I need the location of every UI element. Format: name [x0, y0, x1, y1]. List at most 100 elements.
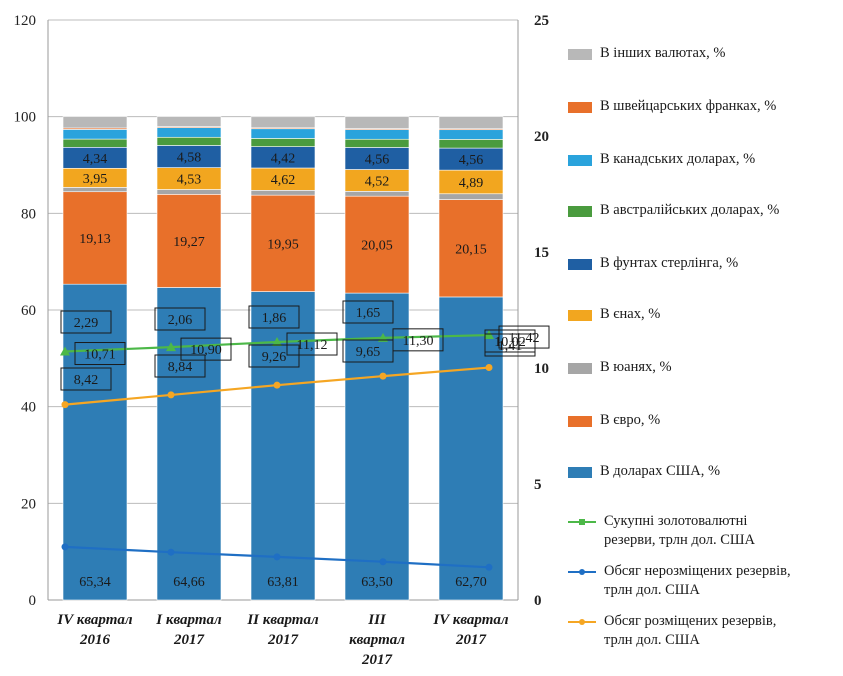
category-label: 2017 [173, 632, 205, 648]
line-point [167, 391, 175, 399]
left-tick-label: 60 [21, 303, 36, 319]
bar-segment [438, 193, 504, 200]
bar-segment [156, 116, 222, 127]
line-point [61, 543, 69, 551]
line-data-label: 11,12 [297, 338, 328, 353]
bar-segment [250, 128, 316, 139]
line-data-label-box [248, 305, 300, 329]
legend-label: В інших валютах, % [600, 45, 726, 61]
legend-item: Сукупні золотовалютні резерви, трлн дол.… [568, 512, 755, 550]
bar-data-label: 4,58 [177, 151, 202, 166]
left-tick-label: 100 [14, 110, 37, 126]
bar-data-label: 19,27 [173, 235, 205, 250]
legend-item: В юанях, % [568, 358, 672, 377]
line-data-label: 10,90 [190, 343, 222, 358]
legend-label: Обсяг розміщених резервів, трлн дол. США [604, 613, 777, 648]
legend-item: В доларах США, % [568, 462, 720, 481]
bar-segment [438, 129, 504, 140]
right-tick-label: 25 [534, 13, 549, 29]
bar-data-label: 4,52 [365, 174, 390, 189]
line-point [484, 330, 494, 340]
legend-label: Сукупні золотовалютні резерви, трлн дол.… [604, 513, 756, 548]
bar-segment [156, 136, 222, 146]
bar-segment [438, 116, 504, 130]
legend-swatch [568, 49, 592, 60]
legend-line-marker [568, 562, 596, 582]
line-data-label-box [60, 367, 112, 391]
bar-segment [344, 116, 410, 129]
line-data-label-box [154, 307, 206, 331]
line-data-label: 10,02 [494, 335, 526, 350]
bar-data-label: 4,56 [365, 152, 390, 167]
line-data-label-box [342, 339, 394, 363]
bar-segment [156, 127, 222, 138]
legend-item: В євро, % [568, 411, 660, 430]
bar-data-label: 19,13 [79, 232, 111, 247]
line-point [485, 563, 493, 571]
left-tick-label: 0 [29, 593, 37, 609]
bar-data-label: 65,34 [79, 575, 111, 590]
left-tick-label: 40 [21, 400, 36, 416]
legend-swatch [568, 416, 592, 427]
legend-line-marker [568, 512, 596, 532]
line-data-label-box [60, 310, 112, 334]
legend-line-marker [568, 612, 596, 632]
line-data-label: 9,26 [262, 350, 287, 365]
legend-swatch [568, 102, 592, 113]
legend-label: В єнах, % [600, 306, 661, 322]
bar-segment [156, 194, 222, 288]
legend-label: Обсяг нерозміщених резервів, трлн дол. С… [604, 563, 791, 598]
bar-segment [438, 296, 504, 601]
bar-segment [62, 191, 128, 285]
line-data-label: 10,71 [84, 348, 116, 363]
right-tick-label: 20 [534, 129, 549, 145]
bar-segment [62, 116, 128, 129]
bar-segment [62, 129, 128, 140]
legend-label: В австралійських доларах, % [600, 202, 780, 218]
bar-data-label: 4,53 [177, 173, 202, 188]
line-point [485, 364, 493, 372]
legend-swatch [568, 155, 592, 166]
bar-data-label: 4,34 [83, 152, 108, 167]
bar-segment [156, 189, 222, 195]
bar-segment [344, 292, 410, 601]
line-point [273, 381, 281, 389]
legend-swatch [568, 310, 592, 321]
line-data-label-box [342, 300, 394, 324]
line-data-label: 1,41 [498, 339, 523, 354]
line-point [60, 346, 70, 356]
left-tick-label: 20 [21, 496, 36, 512]
category-label: 2016 [79, 632, 111, 648]
bar-segment [156, 287, 222, 601]
line-data-label: 8,42 [74, 373, 99, 388]
legend-label: В доларах США, % [600, 463, 721, 479]
legend-item: В швейцарських франках, % [568, 97, 776, 116]
line-data-label: 11,30 [403, 334, 434, 349]
legend-swatch [568, 363, 592, 374]
bar-data-label: 63,81 [267, 575, 299, 590]
right-tick-label: 10 [534, 361, 549, 377]
line-data-label: 11,42 [509, 331, 540, 346]
line-data-label-box [154, 354, 206, 378]
category-label: IV квартал [56, 612, 132, 628]
bar-segment [344, 195, 410, 294]
bar-segment [62, 187, 128, 193]
line-point [61, 401, 69, 409]
right-tick-label: 15 [534, 245, 549, 261]
category-label: II квартал [246, 612, 319, 628]
line-data-label: 1,65 [356, 306, 381, 321]
bar-data-label: 20,05 [361, 239, 393, 254]
legend-item: В фунтах стерлінга, % [568, 254, 738, 273]
legend-item: В австралійських доларах, % [568, 201, 779, 220]
category-label: I квартал [155, 612, 222, 628]
line-data-label-box [484, 329, 536, 353]
line-point [379, 558, 387, 566]
line-point [273, 553, 281, 561]
category-label: 2017 [267, 632, 299, 648]
line-data-label: 2,29 [74, 316, 99, 331]
legend-swatch [568, 259, 592, 270]
right-tick-label: 5 [534, 477, 542, 493]
line-data-label-box [286, 332, 338, 356]
legend-item: В єнах, % [568, 305, 660, 324]
bar-segment [344, 191, 410, 197]
